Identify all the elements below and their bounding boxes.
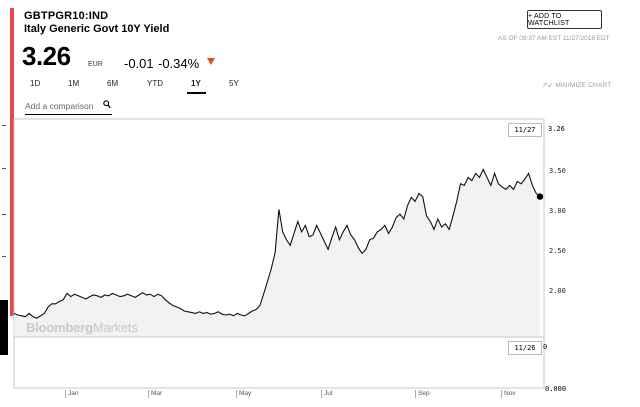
as-of-timestamp: AS OF 09:37 AM EST 11/27/2018 EDT — [498, 35, 610, 42]
last-price: 3.26 — [22, 41, 71, 71]
y-tick-label: 2.00 — [549, 287, 566, 295]
security-name: Italy Generic Govt 10Y Yield — [24, 23, 170, 35]
minimize-chart-label: MINIMIZE CHART — [555, 82, 612, 89]
left-edge-tick — [2, 125, 6, 126]
price-area-fill — [14, 169, 540, 337]
minimize-icon: ↗↙ — [542, 82, 554, 89]
down-arrow-icon — [207, 58, 215, 65]
tab-1m[interactable]: 1M — [68, 79, 80, 88]
y-tick-label: 3.00 — [549, 207, 566, 215]
y-tick-label: 2.50 — [549, 247, 566, 255]
currency-label: EUR — [88, 61, 103, 68]
watermark-brand: Bloomberg — [26, 320, 93, 335]
x-tick-label: Mar — [147, 390, 163, 398]
x-tick-label: Jul — [320, 390, 333, 398]
price-change-percent: -0.34% — [158, 56, 200, 71]
tab-ytd[interactable]: YTD — [147, 79, 163, 88]
watermark-product: Markets — [92, 320, 138, 335]
left-edge-tick — [2, 168, 6, 169]
last-value-label: 3.26 — [548, 125, 565, 133]
left-edge-tick — [2, 214, 6, 215]
left-edge-strip — [0, 0, 8, 407]
x-tick-label: Jan — [64, 390, 79, 398]
ticker-symbol: GBTPGR10:IND — [24, 10, 109, 22]
volume-panel — [13, 336, 545, 389]
last-price-dot — [536, 193, 544, 200]
price-change: -0.01 — [124, 56, 154, 71]
x-tick-label: Nov — [501, 390, 516, 398]
left-edge-block — [0, 300, 8, 355]
tab-1d[interactable]: 1D — [30, 79, 41, 88]
add-to-watchlist-button[interactable]: + ADD TO WATCHLIST — [527, 10, 602, 29]
x-tick-label: May — [235, 390, 252, 398]
volume-axis-label: 0.000 — [545, 385, 567, 393]
last-date-label: 11/27 — [508, 123, 542, 137]
volume-axis-label: 0 — [543, 343, 548, 351]
search-icon[interactable] — [103, 100, 111, 109]
price-line — [13, 168, 541, 319]
volume-date-label: 11/26 — [508, 341, 542, 355]
left-edge-tick — [2, 256, 6, 257]
minimize-chart-button[interactable]: ↗↙ MINIMIZE CHART — [542, 81, 611, 89]
tab-6m[interactable]: 6M — [107, 79, 119, 88]
y-tick-label: 3.50 — [549, 167, 566, 175]
comparison-placeholder: Add a comparison — [25, 101, 94, 111]
active-tab-indicator — [187, 92, 206, 94]
tab-5y[interactable]: 5Y — [229, 79, 239, 88]
comparison-input[interactable]: Add a comparison — [25, 97, 112, 115]
tab-1y[interactable]: 1Y — [191, 79, 201, 88]
bloomberg-markets-watermark: BloombergMarkets — [26, 320, 138, 335]
accent-bar — [10, 8, 14, 316]
x-tick-label: Sep — [415, 390, 430, 398]
